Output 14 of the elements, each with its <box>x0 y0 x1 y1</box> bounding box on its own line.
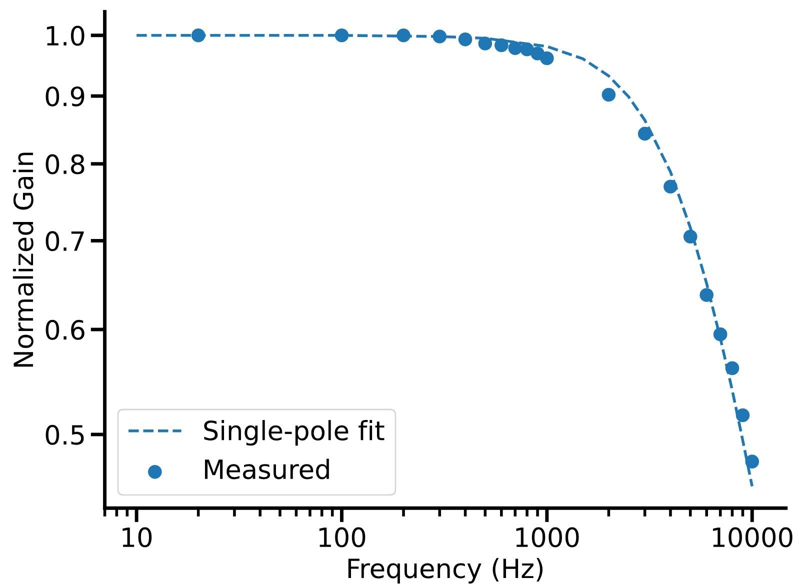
y-tick-label: 0.8 <box>46 154 84 174</box>
x-tick-label: 1000 <box>516 527 579 548</box>
x-tick-label: 10 <box>122 527 152 548</box>
legend-label: Measured <box>205 458 329 480</box>
y-tick-label: 0.6 <box>46 320 84 340</box>
x-tick-label: 10000 <box>713 527 792 548</box>
y-tick-label: 1.0 <box>46 26 84 46</box>
x-tick-label: 100 <box>319 527 366 548</box>
y-tick-label: 0.7 <box>46 231 84 252</box>
legend-label: Single-pole fit <box>204 420 384 446</box>
x-axis-title: Frequency (Hz) <box>348 558 543 584</box>
y-axis-title: Normalized Gain <box>12 152 34 367</box>
y-tick-label: 0.9 <box>46 86 84 106</box>
y-tick-label: 0.5 <box>46 424 84 445</box>
